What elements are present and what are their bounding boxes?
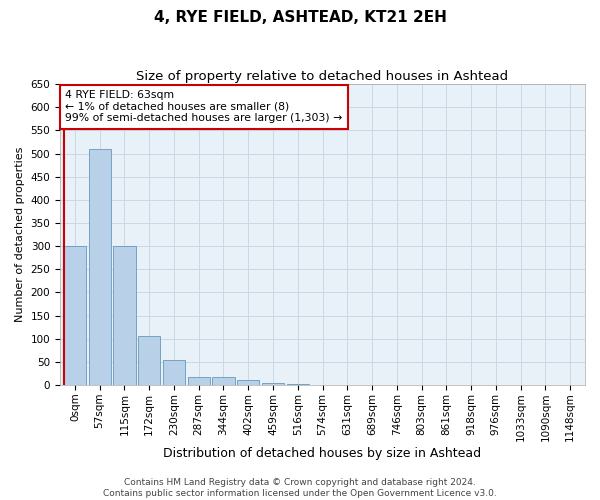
Bar	[188, 376, 210, 385]
Bar	[212, 376, 235, 385]
Text: 4, RYE FIELD, ASHTEAD, KT21 2EH: 4, RYE FIELD, ASHTEAD, KT21 2EH	[154, 10, 446, 25]
X-axis label: Distribution of detached houses by size in Ashtead: Distribution of detached houses by size …	[163, 447, 482, 460]
Text: 4 RYE FIELD: 63sqm
← 1% of detached houses are smaller (8)
99% of semi-detached : 4 RYE FIELD: 63sqm ← 1% of detached hous…	[65, 90, 343, 124]
Text: Contains HM Land Registry data © Crown copyright and database right 2024.
Contai: Contains HM Land Registry data © Crown c…	[103, 478, 497, 498]
Title: Size of property relative to detached houses in Ashtead: Size of property relative to detached ho…	[136, 70, 509, 83]
Bar	[64, 246, 86, 385]
Bar	[237, 380, 259, 385]
Y-axis label: Number of detached properties: Number of detached properties	[15, 147, 25, 322]
Bar	[287, 384, 309, 385]
Bar	[89, 149, 111, 385]
Bar	[163, 360, 185, 385]
Bar	[138, 336, 160, 385]
Bar	[262, 382, 284, 385]
Bar	[113, 246, 136, 385]
